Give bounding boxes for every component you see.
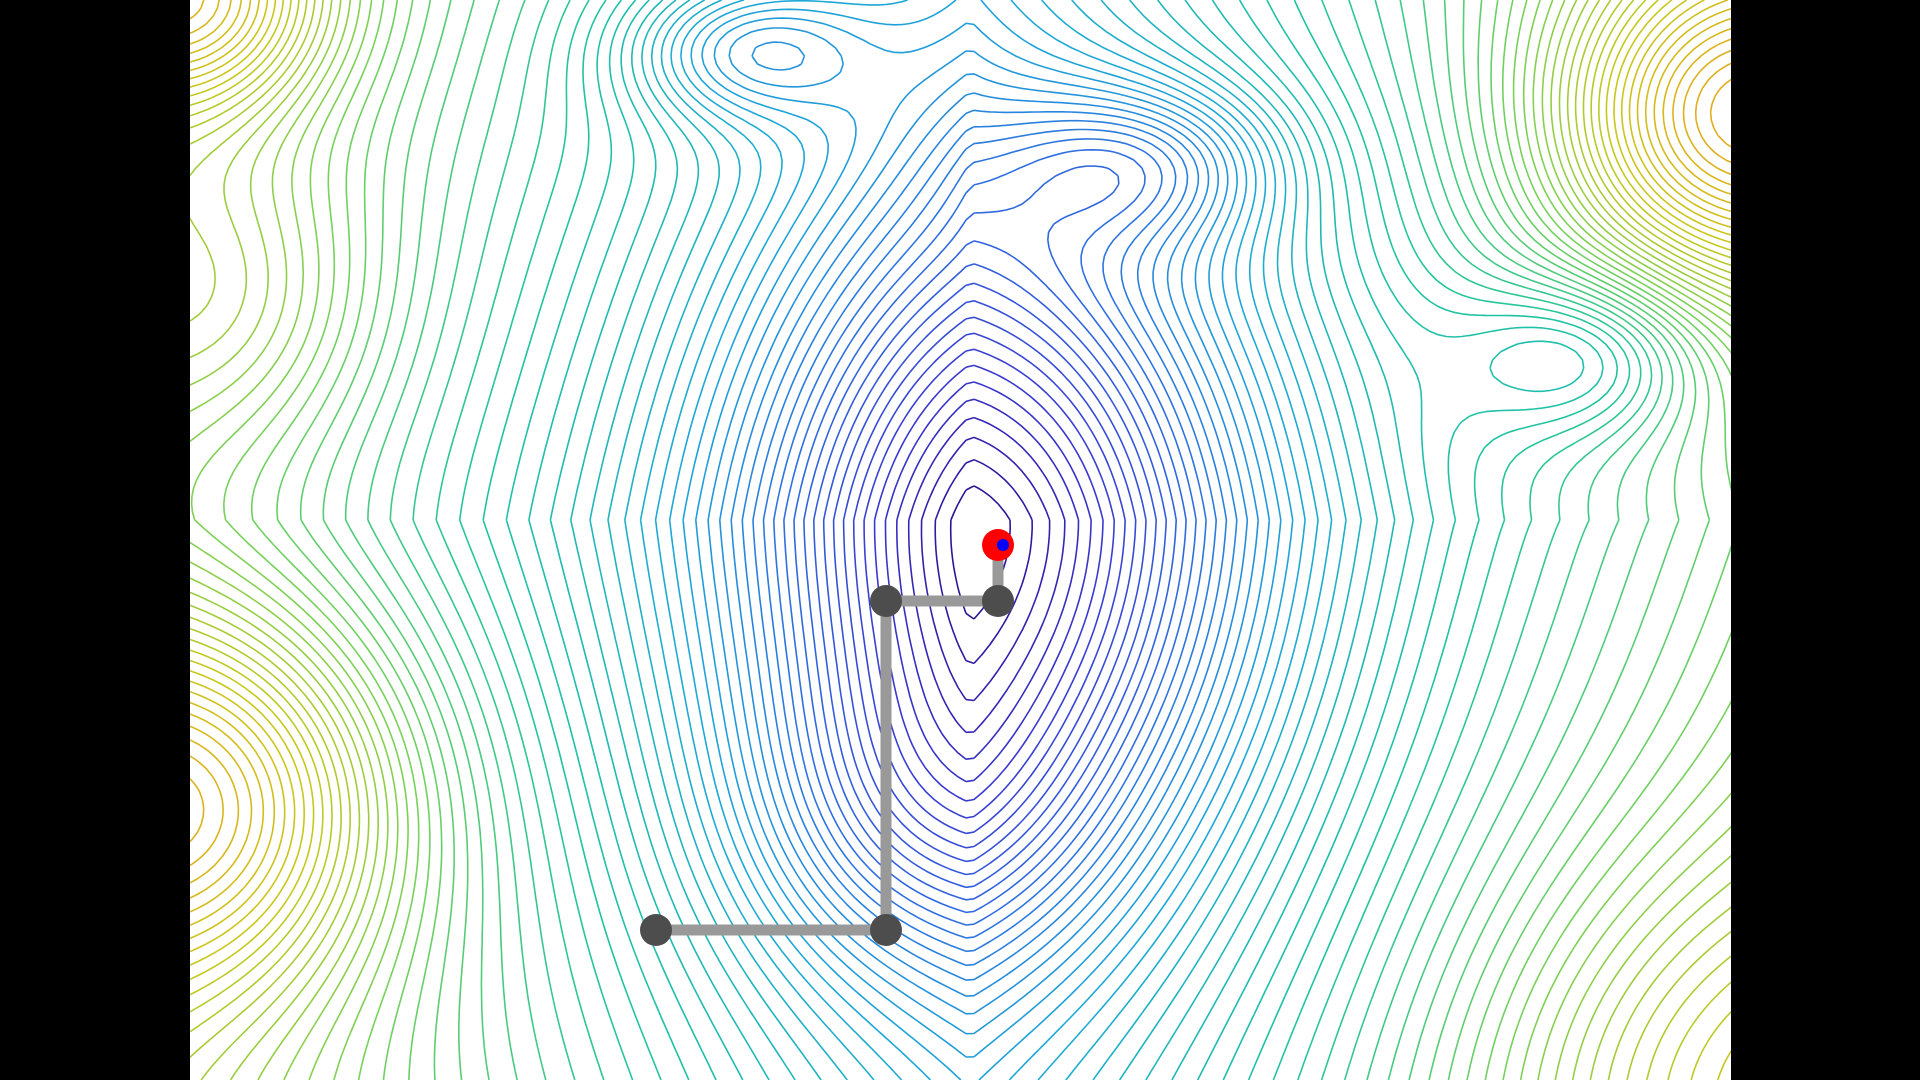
path-node-step-2: [870, 585, 902, 617]
contour-line: [190, 0, 1731, 1080]
target-marker[interactable]: [982, 529, 1014, 561]
contour-line: [695, 17, 1282, 1058]
contour-line: [842, 316, 1137, 849]
contour-line: [344, 0, 1685, 1080]
contour-line: [190, 0, 1731, 953]
contour-landscape[interactable]: [190, 0, 1731, 1080]
contour-line: [458, 0, 1631, 1080]
contour-line: [822, 282, 1157, 876]
contour-line: [813, 263, 1167, 889]
contour-line: [190, 0, 1731, 1080]
letterbox-left: [0, 0, 190, 1080]
contour-line: [934, 458, 1033, 665]
contour-line: [190, 49, 1731, 843]
contour-line: [1709, 78, 1731, 148]
contour-line: [190, 0, 1731, 1080]
contour-line: [852, 332, 1126, 835]
contour-line: [505, 0, 1604, 1080]
contour-line: [190, 0, 1731, 940]
contour-line: [741, 109, 1238, 981]
path-node-step-1: [870, 914, 902, 946]
contour-line: [639, 0, 1333, 1080]
contour-line: [190, 0, 1731, 1080]
path-node-start: [640, 914, 672, 946]
contour-line: [190, 0, 1731, 899]
contour-line: [762, 128, 1217, 953]
contour-line: [190, 0, 1731, 1080]
contour-line: [435, 0, 1642, 1080]
contour-line: [793, 165, 1187, 914]
contour-line: [607, 0, 1362, 1080]
contour-line: [773, 138, 1207, 939]
contour-line: [367, 0, 1674, 1080]
contour-line: [276, 0, 1731, 1080]
contour-line: [654, 0, 1319, 1080]
contour-line: [668, 0, 1306, 1080]
contour-line: [412, 0, 1653, 1080]
contour-line: [884, 381, 1092, 783]
contour-lines: [190, 0, 1731, 1080]
contour-line: [624, 0, 1347, 1080]
contour-line: [707, 27, 1271, 1035]
contour-line: [896, 398, 1080, 760]
contour-line: [482, 0, 1619, 1080]
path-nodes: [640, 585, 1014, 946]
contour-line: [863, 348, 1115, 819]
contour-line: [190, 0, 1731, 884]
contour-line: [190, 0, 1731, 913]
contour-line: [190, 0, 1731, 1080]
contour-line: [730, 92, 1249, 997]
path-node-step-3: [982, 585, 1014, 617]
game-canvas[interactable]: [190, 0, 1731, 1080]
contour-line: [251, 0, 1731, 1080]
contour-line: [299, 0, 1711, 1080]
contour-line: [223, 0, 1731, 1080]
contour-line: [752, 119, 1228, 967]
contour-line: [920, 436, 1051, 702]
contour-line: [589, 0, 1379, 1080]
contour-line: [783, 149, 1197, 926]
contour-line: [549, 0, 1415, 1080]
contour-line: [389, 0, 1663, 1080]
contour-line: [190, 0, 1731, 927]
contour-line: [190, 0, 1731, 1080]
contour-line: [832, 300, 1147, 863]
contour-line: [1694, 62, 1731, 164]
contour-line: [190, 0, 1731, 1080]
contour-line: [190, 0, 1731, 1080]
contour-line: [190, 0, 1731, 1080]
contour-line: [322, 0, 1697, 1080]
contour-line: [190, 0, 1731, 1080]
contour-line: [190, 0, 1731, 867]
contour-line: [719, 41, 1259, 1015]
contour-line: [528, 0, 1585, 1080]
target-inner: [997, 539, 1009, 551]
letterbox-right: [1731, 0, 1920, 1080]
contour-line: [190, 0, 1731, 966]
contour-line: [682, 0, 1294, 1080]
contour-line: [570, 0, 1396, 1080]
